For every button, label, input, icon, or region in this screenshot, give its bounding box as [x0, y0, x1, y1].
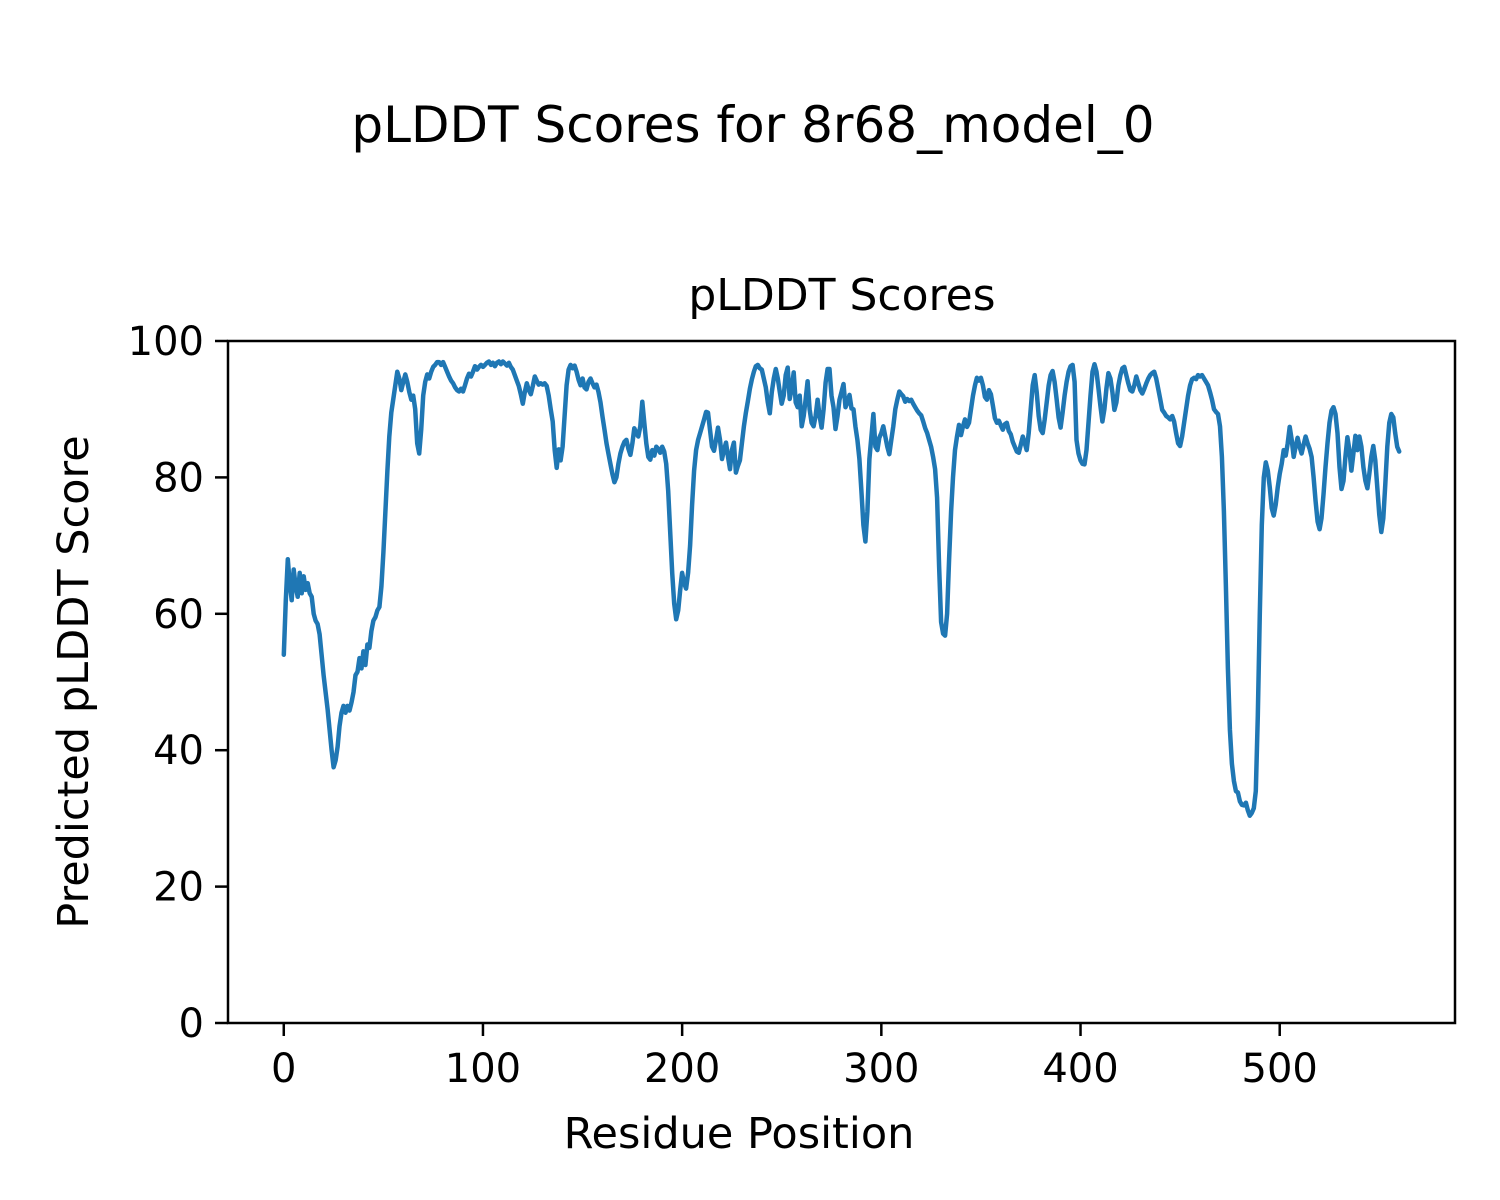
y-axis-label: Predicted pLDDT Score [49, 435, 99, 928]
y-tick-label: 60 [153, 592, 204, 638]
x-tick-label: 400 [1042, 1046, 1118, 1092]
x-axis-label: Residue Position [564, 1109, 915, 1159]
x-tick-label: 300 [843, 1046, 919, 1092]
x-tick-label: 500 [1242, 1046, 1318, 1092]
axes-title: pLDDT Scores [688, 270, 995, 321]
y-tick-label: 0 [179, 1001, 204, 1047]
x-tick-label: 200 [644, 1046, 720, 1092]
y-tick-label: 40 [153, 728, 204, 774]
y-axis-ticks: 0 20 40 60 80 100 [128, 319, 228, 1047]
plot-area-frame [226, 339, 1457, 1025]
y-tick-label: 100 [128, 319, 204, 365]
y-tick-label: 20 [153, 865, 204, 911]
x-tick-label: 100 [445, 1046, 521, 1092]
y-tick-label: 80 [153, 455, 204, 501]
x-axis-ticks: 0 100 200 300 400 500 [271, 1023, 1318, 1092]
plddt-line [281, 359, 1402, 818]
figure-title: pLDDT Scores for 8r68_model_0 [351, 96, 1154, 154]
x-tick-label: 0 [271, 1046, 296, 1092]
